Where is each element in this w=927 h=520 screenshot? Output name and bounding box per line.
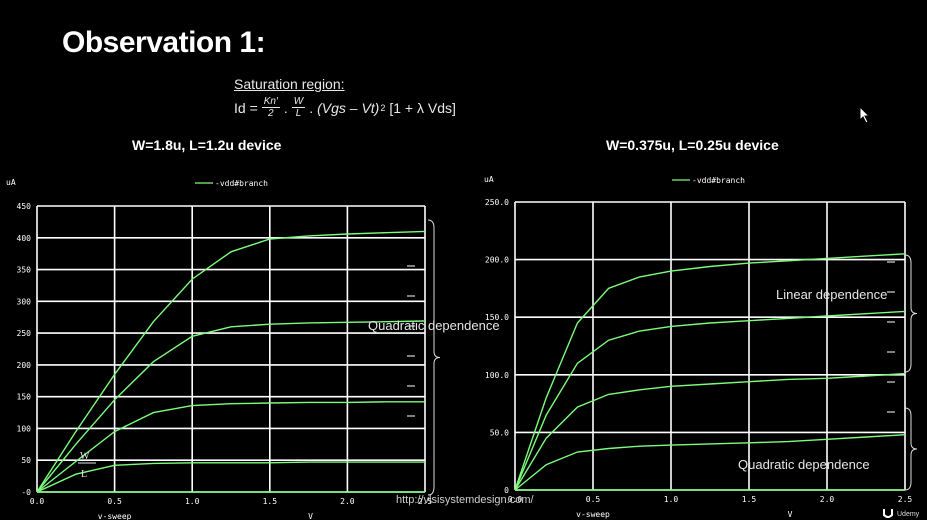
- udemy-logo-icon: [883, 509, 893, 518]
- x-tick-label: 1.5: [263, 497, 278, 506]
- y-tick-label: 50.0: [490, 428, 509, 437]
- y-tick-label: 0: [504, 486, 509, 495]
- y-tick-label: 200.0: [485, 256, 509, 265]
- left-brace: [427, 219, 441, 496]
- source-url: http://vlsisystemdesign.com/: [396, 494, 534, 506]
- right-device-title: W=0.375u, L=0.25u device: [606, 137, 779, 153]
- series-curve: [514, 310, 906, 491]
- annotation-left-quadratic: Quadratic dependence: [368, 318, 500, 333]
- series-curve: [36, 230, 426, 493]
- x-axis-unit: V: [788, 510, 793, 519]
- x-tick-label: 0.0: [30, 497, 45, 506]
- formula-lhs: Id =: [234, 99, 258, 116]
- x-axis-label: v-sweep: [98, 512, 132, 520]
- y-tick-label: 250: [17, 329, 32, 338]
- legend-label: -vdd#branch: [215, 179, 268, 188]
- y-tick-label: 300: [17, 297, 32, 306]
- y-tick-label: 450: [17, 202, 32, 211]
- x-axis-label: v-sweep: [576, 510, 610, 519]
- frac-l-denominator: L: [295, 108, 302, 119]
- left-device-title: W=1.8u, L=1.2u device: [132, 137, 282, 153]
- legend-label: -vdd#branch: [692, 176, 745, 185]
- mouse-cursor-icon: [859, 106, 871, 124]
- y-tick-label: 50: [21, 456, 31, 465]
- y-axis-unit: uA: [484, 175, 494, 184]
- annotation-w: W: [80, 451, 90, 462]
- formula-dot-1: .: [283, 99, 288, 116]
- y-tick-label: -0: [21, 488, 31, 497]
- formula-line: Id = Kn′ 2 . W L . (Vgs – Vt) 2 [1 + λ Vd…: [234, 96, 456, 119]
- x-tick-label: 1.5: [742, 495, 757, 504]
- frac-kn-numerator: Kn′: [261, 96, 280, 108]
- series-curve: [514, 253, 906, 491]
- series-curve: [36, 320, 426, 493]
- x-tick-label: 2.0: [820, 495, 835, 504]
- annotation-right-quadratic: Quadratic dependence: [738, 457, 870, 472]
- formula-superscript: 2: [380, 102, 386, 113]
- udemy-label: Udemy: [897, 511, 920, 518]
- frac-w-numerator: W: [291, 96, 306, 108]
- series-curve: [514, 434, 906, 491]
- formula-header: Saturation region:: [234, 76, 345, 92]
- series-curve: [36, 461, 425, 493]
- formula-term: (Vgs – Vt): [317, 99, 380, 116]
- series-curve: [36, 401, 425, 493]
- frac-kn-denominator: 2: [268, 108, 274, 119]
- x-tick-label: 2.5: [898, 495, 913, 504]
- y-tick-label: 250.0: [485, 198, 509, 207]
- y-tick-label: 400: [17, 234, 32, 243]
- slide-title: Observation 1:: [62, 26, 266, 59]
- y-tick-label: 100: [17, 424, 32, 433]
- annotation-right-linear: Linear dependence: [776, 287, 887, 302]
- y-tick-label: 100.0: [485, 371, 509, 380]
- x-tick-label: 1.0: [185, 497, 200, 506]
- right-upper-brace: [904, 254, 918, 373]
- y-tick-label: 150: [17, 393, 32, 402]
- x-tick-label: 0.5: [107, 497, 122, 506]
- formula-tail: [1 + λ Vds]: [389, 99, 456, 116]
- x-tick-label: 0.5: [586, 495, 601, 504]
- y-tick-label: 200: [17, 361, 32, 370]
- formula-block: Saturation region: Id = Kn′ 2 . W L . (V…: [234, 76, 456, 119]
- y-axis-unit: uA: [6, 178, 16, 187]
- y-tick-label: 150.0: [485, 313, 509, 322]
- y-tick-label: 350: [17, 266, 32, 275]
- x-axis-unit: V: [308, 512, 313, 520]
- formula-fraction-wl: W L: [291, 96, 306, 119]
- formula-fraction-kn: Kn′ 2: [261, 96, 280, 119]
- x-tick-label: 1.0: [664, 495, 679, 504]
- annotation-l: L: [81, 469, 87, 480]
- right-lower-brace: [904, 407, 918, 491]
- x-tick-label: 2.0: [340, 497, 355, 506]
- series-curve: [514, 372, 906, 491]
- formula-dot-2: .: [309, 99, 314, 116]
- x-tick-label: 2.5: [418, 497, 433, 506]
- x-tick-label: 0.0: [508, 495, 523, 504]
